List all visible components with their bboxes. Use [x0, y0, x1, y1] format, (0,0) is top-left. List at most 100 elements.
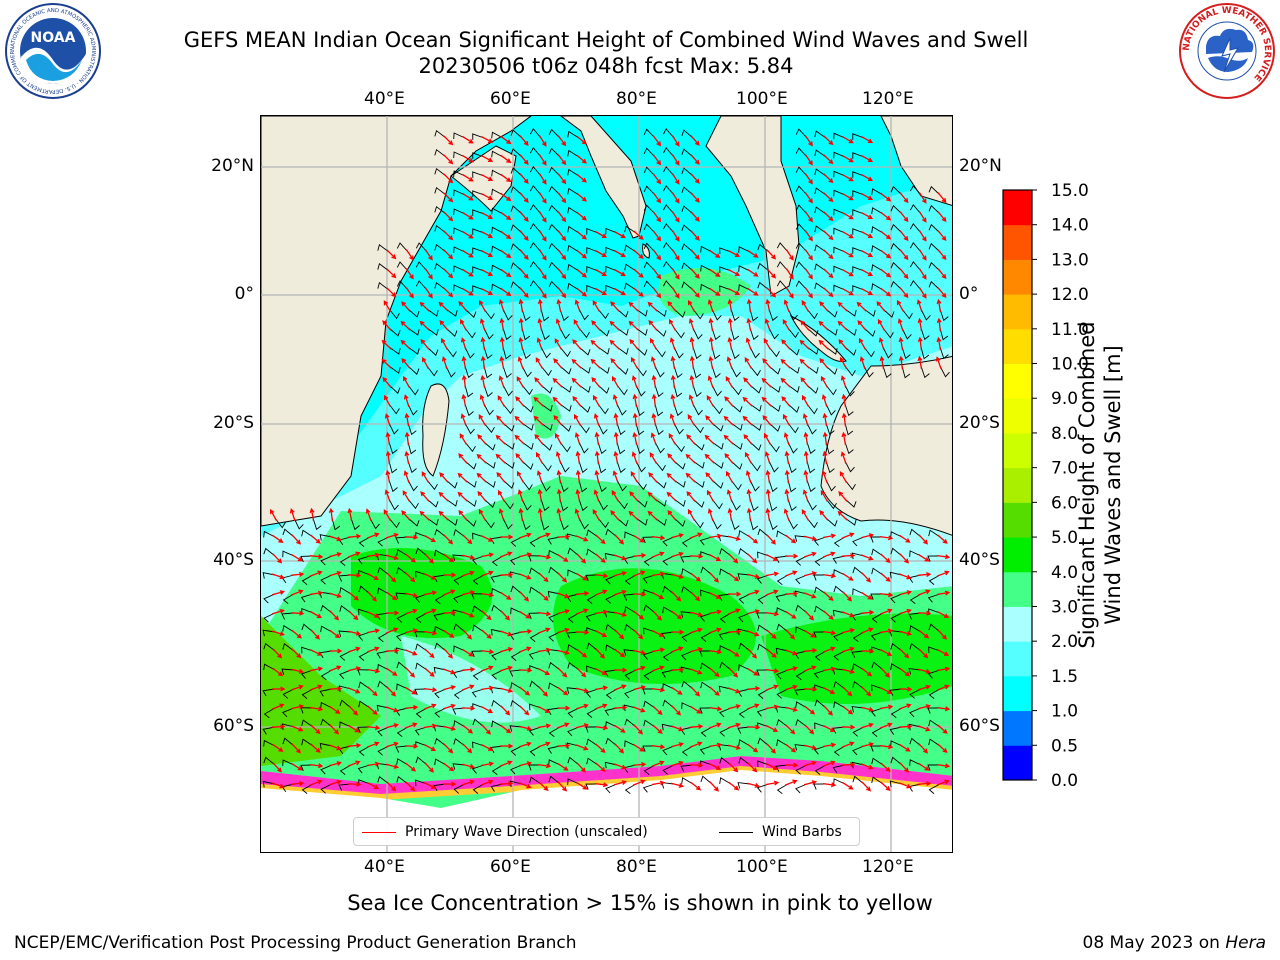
wind-barb [871, 661, 884, 671]
land-indochina [705, 116, 800, 297]
wave-direction-arrow [595, 668, 608, 675]
wave-direction-arrow [400, 339, 411, 350]
wind-barb [890, 242, 903, 253]
wind-barb [806, 403, 818, 415]
wind-barb [548, 223, 561, 234]
wave-direction-arrow [838, 491, 848, 502]
wind-barb [472, 741, 485, 749]
wind-barb [738, 707, 751, 719]
wave-direction-arrow [841, 553, 856, 559]
wind-barb [282, 593, 295, 605]
wind-barb [586, 738, 599, 747]
wind-barb [426, 365, 438, 377]
wind-barb [578, 308, 589, 321]
wave-direction-arrow [538, 249, 547, 261]
wind-barb [871, 684, 884, 692]
wind-barb [453, 720, 466, 728]
wave-direction-arrow [574, 508, 581, 522]
wind-barb [757, 281, 770, 291]
wind-barb [597, 308, 609, 320]
wind-barb [852, 228, 865, 235]
wave-direction-arrow [764, 318, 771, 332]
wave-direction-arrow [937, 192, 947, 204]
wind-barb [521, 422, 534, 431]
wind-barb [681, 631, 694, 642]
wind-barb [559, 460, 570, 473]
wind-barb [643, 204, 656, 215]
wind-barb [510, 224, 523, 234]
colorbar: 0.00.51.01.52.03.04.05.06.07.08.09.010.0… [1002, 181, 1089, 790]
wave-direction-arrow [936, 763, 951, 769]
wave-direction-arrow [272, 762, 283, 773]
wind-barb [814, 168, 827, 177]
wind-barb [377, 680, 390, 690]
wind-barb [910, 223, 922, 234]
nws-logo: NATIONAL WEATHER SERVICE [1179, 3, 1275, 99]
wave-direction-arrow [728, 250, 741, 257]
wind-barb [510, 745, 523, 756]
wave-direction-arrow [441, 356, 448, 370]
wave-direction-arrow [671, 154, 680, 166]
wind-barb [339, 721, 352, 729]
wind-barb [567, 726, 580, 737]
wind-barb [445, 365, 456, 378]
wave-direction-arrow [669, 413, 676, 427]
wind-barb [616, 498, 628, 510]
wind-barb [548, 242, 561, 253]
wave-direction-arrow [861, 288, 874, 295]
wave-direction-arrow [500, 211, 512, 221]
wave-direction-arrow [534, 377, 544, 388]
wave-direction-arrow [707, 508, 714, 522]
wave-direction-arrow [651, 760, 665, 767]
wind-barb [585, 783, 599, 790]
wind-barb [871, 226, 884, 234]
wave-direction-arrow [842, 781, 854, 790]
wind-barb [502, 422, 515, 432]
wind-barb [825, 460, 835, 474]
wave-direction-arrow [784, 706, 798, 712]
wave-direction-arrow [897, 318, 904, 332]
wave-direction-arrow [709, 268, 721, 277]
wave-direction-arrow [761, 377, 772, 388]
wind-barb [548, 775, 561, 785]
wind-barb [673, 460, 686, 470]
wind-barb [605, 593, 618, 604]
wave-direction-arrow [804, 135, 813, 147]
wind-barb [388, 422, 399, 435]
wind-barb [814, 555, 827, 566]
wave-direction-arrow [784, 450, 790, 465]
wave-direction-arrow [899, 534, 911, 543]
wind-barb [540, 384, 553, 394]
wave-direction-arrow [575, 744, 589, 751]
wave-direction-arrow [879, 649, 893, 656]
wave-direction-arrow [633, 230, 644, 240]
map-legend: Primary Wave Direction (unscaled) Wind B… [353, 817, 860, 846]
wave-direction-arrow [898, 336, 904, 351]
wind-barb [738, 530, 751, 538]
wave-direction-arrow [614, 287, 626, 296]
wind-barb [776, 530, 789, 538]
wind-barb [852, 680, 865, 690]
wave-direction-arrow [385, 648, 400, 654]
wave-direction-arrow [859, 356, 866, 370]
wave-direction-arrow [632, 570, 646, 577]
wave-direction-arrow [495, 434, 506, 445]
wave-direction-arrow [766, 554, 779, 561]
wind-barb [586, 642, 599, 652]
wave-direction-arrow [612, 394, 619, 408]
wave-direction-arrow [557, 667, 568, 678]
wave-direction-arrow [860, 742, 875, 748]
wind-barb [833, 132, 846, 140]
wave-direction-arrow [386, 572, 397, 583]
wind-barb [597, 365, 610, 374]
wind-barb [586, 284, 599, 292]
wave-direction-arrow [650, 356, 657, 370]
wind-barb [434, 186, 447, 196]
wave-direction-arrow [727, 591, 742, 597]
lat-tick-left: 20°S [213, 413, 254, 433]
wave-direction-arrow [860, 763, 874, 770]
wind-barb [510, 205, 523, 215]
wave-direction-arrow [291, 534, 302, 545]
wind-barb [586, 707, 599, 718]
wave-direction-arrow [880, 268, 892, 278]
